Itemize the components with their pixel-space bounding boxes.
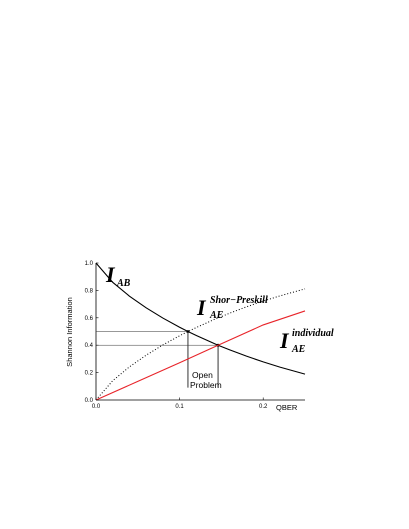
x-tick-label: 0.1 xyxy=(175,404,184,410)
series-line-2 xyxy=(95,310,306,401)
label-ind-main: I xyxy=(279,328,290,353)
open-problem-annotation: Open Problem xyxy=(190,370,222,390)
y-tick-label: 0.4 xyxy=(85,343,94,349)
label-ind-sub: AE xyxy=(291,344,306,355)
label-shor-preskill: I Shor−Preskill AE xyxy=(196,295,268,321)
series-line-1 xyxy=(95,288,306,401)
series-line-0 xyxy=(95,262,306,375)
label-iab-sub: AB xyxy=(116,278,131,289)
y-axis-title: Shannon Information xyxy=(65,297,74,367)
x-tick-label: 0.2 xyxy=(259,404,268,410)
y-tick-label: 0.0 xyxy=(85,398,94,404)
y-tick-label: 0.6 xyxy=(85,316,94,322)
y-tick-label: 0.8 xyxy=(85,288,94,294)
x-tick-label: 0.0 xyxy=(92,404,101,410)
label-sp-sub: AE xyxy=(209,310,224,321)
label-sp-main: I xyxy=(196,295,207,320)
annotation-line1: Open xyxy=(192,370,213,380)
label-individual: I individual AE xyxy=(279,328,334,355)
label-sp-sup: Shor−Preskill xyxy=(210,295,268,306)
ticks: 0.0 0.2 0.4 0.6 0.8 1.0 0.0 0.1 0.2 xyxy=(85,261,268,410)
annotation-line2: Problem xyxy=(190,380,222,390)
label-ind-sup: individual xyxy=(292,328,334,339)
x-axis-title: QBER xyxy=(276,403,298,412)
y-tick-label: 0.2 xyxy=(85,371,94,377)
y-tick-label: 1.0 xyxy=(85,261,94,267)
series-group xyxy=(95,262,306,401)
label-iab-main: I xyxy=(105,262,116,287)
label-iab: I AB xyxy=(105,262,131,289)
